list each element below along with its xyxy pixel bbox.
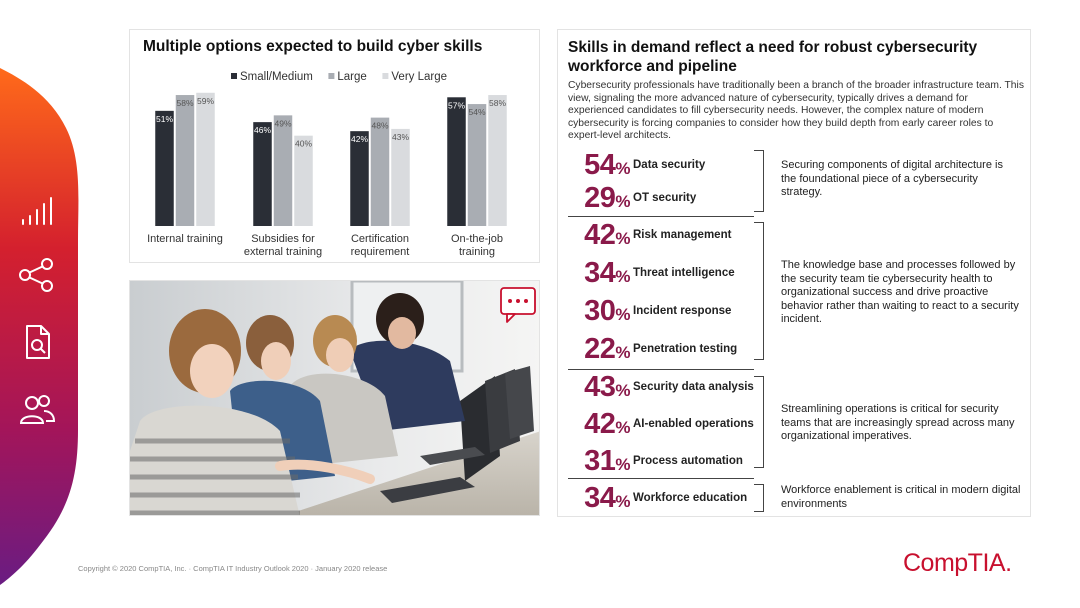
stat-percent: 22%	[584, 332, 630, 365]
stat-percent: 29%	[584, 181, 630, 214]
bar	[488, 95, 507, 226]
stat-row: 31% Process automation	[568, 444, 743, 478]
students-at-computers-image	[130, 281, 539, 515]
category-label: training	[459, 246, 495, 258]
group-bracket	[754, 150, 764, 212]
stat-label: Incident response	[633, 305, 732, 317]
bar	[447, 97, 466, 227]
legend-swatch	[328, 73, 335, 79]
group-description: Streamlining operations is critical for …	[781, 403, 1015, 442]
stat-label: AI-enabled operations	[633, 418, 754, 430]
stat-label: Risk management	[633, 229, 732, 241]
group-description: Securing components of digital architect…	[781, 159, 1003, 198]
bar-value-label: 40%	[295, 139, 312, 149]
chart-title: Multiple options expected to build cyber…	[143, 38, 483, 55]
group-bracket	[754, 222, 764, 360]
stat-percent: 30%	[584, 294, 630, 327]
bar-value-label: 49%	[274, 118, 291, 128]
bar-value-label: 58%	[489, 98, 506, 108]
stat-percent: 43%	[584, 370, 630, 403]
bar	[350, 131, 369, 226]
stat-row: 30% Incident response	[568, 294, 731, 328]
bar-value-label: 58%	[176, 98, 193, 108]
bar-value-label: 46%	[254, 125, 271, 135]
stat-row: 22% Penetration testing	[568, 332, 737, 366]
legend-label: Large	[337, 71, 366, 83]
bar	[370, 117, 390, 226]
skills-panel-intro: Cybersecurity professionals have traditi…	[568, 80, 1024, 141]
stat-percent: 54%	[584, 148, 630, 181]
stat-label: Data security	[633, 159, 706, 171]
group-bracket	[754, 376, 764, 468]
stat-row: 42% AI-enabled operations	[568, 407, 754, 441]
group-divider	[568, 369, 754, 370]
category-label: external training	[244, 246, 322, 258]
category-label: Internal training	[147, 233, 223, 245]
bar	[467, 104, 487, 226]
stat-row: 34% Threat intelligence	[568, 256, 735, 290]
stat-label: OT security	[633, 192, 697, 204]
legend-label: Small/Medium	[240, 71, 313, 83]
group-bracket	[754, 484, 764, 512]
bar	[253, 122, 272, 226]
chat-bubble-icon	[500, 287, 536, 323]
people-icon	[19, 395, 56, 424]
bar-chart-icon	[22, 197, 52, 225]
group-description: Workforce enablement is critical in mode…	[781, 484, 1021, 510]
stat-percent: 34%	[584, 481, 630, 514]
stat-percent: 42%	[584, 218, 630, 251]
bar-value-label: 51%	[156, 114, 173, 124]
document-search-icon	[26, 325, 50, 359]
bar-value-label: 48%	[371, 121, 388, 131]
stat-row: 43% Security data analysis	[568, 370, 754, 404]
category-label: Certification	[351, 233, 409, 245]
category-label: requirement	[351, 246, 410, 258]
stat-row: 42% Risk management	[568, 218, 731, 252]
stat-label: Security data analysis	[633, 381, 754, 393]
category-label: On-the-job	[451, 233, 503, 245]
category-label: Subsidies for	[251, 233, 315, 245]
bar-value-label: 42%	[351, 134, 368, 144]
side-decoration-band	[0, 68, 79, 585]
comptia-logo: CompTIA.	[903, 549, 1012, 577]
stat-row: 34% Workforce education	[568, 481, 747, 515]
bar-value-label: 43%	[392, 132, 409, 142]
bar	[196, 92, 215, 226]
stat-row: 54% Data security	[568, 148, 705, 182]
stat-percent: 34%	[584, 256, 630, 289]
bar-value-label: 54%	[468, 107, 485, 117]
share-icon	[19, 258, 53, 292]
group-description: The knowledge base and processes followe…	[781, 259, 1019, 325]
legend-label: Very Large	[391, 71, 447, 83]
stat-label: Penetration testing	[633, 343, 738, 355]
group-divider	[568, 478, 754, 479]
stat-label: Workforce education	[633, 492, 748, 504]
bar	[391, 128, 410, 226]
skills-demand-panel: Skills in demand reflect a need for robu…	[557, 29, 1031, 517]
bar	[294, 135, 313, 226]
group-divider	[568, 216, 754, 217]
chart-panel: Multiple options expected to build cyber…	[129, 29, 540, 263]
stat-label: Process automation	[633, 455, 743, 467]
bar	[155, 110, 174, 226]
bar	[175, 95, 195, 226]
legend-swatch	[231, 73, 237, 79]
stat-row: 29% OT security	[568, 181, 696, 215]
bar-value-label: 59%	[197, 96, 214, 106]
legend-swatch	[382, 73, 389, 79]
skills-panel-title: Skills in demand reflect a need for robu…	[568, 39, 978, 75]
classroom-photo	[129, 280, 540, 516]
stat-label: Threat intelligence	[633, 267, 735, 279]
bar	[273, 115, 293, 226]
stat-percent: 31%	[584, 444, 630, 477]
bar-value-label: 57%	[448, 100, 465, 110]
stat-percent: 42%	[584, 407, 630, 440]
footer-copyright: Copyright © 2020 CompTIA, Inc. · CompTIA…	[78, 564, 388, 573]
